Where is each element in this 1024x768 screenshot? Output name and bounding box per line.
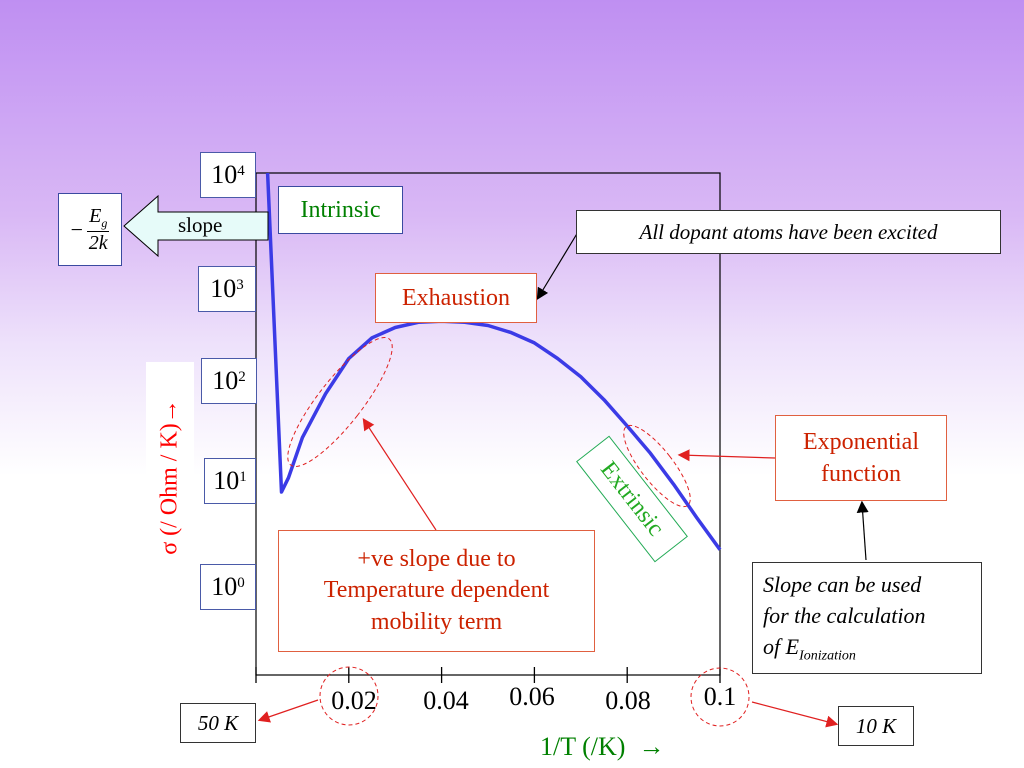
temperature-10k: 10 K xyxy=(838,706,914,746)
formula-minus: − xyxy=(70,216,84,242)
exhaustion-label: Exhaustion xyxy=(375,273,537,323)
slope-calc-subscript: Ionization xyxy=(799,648,856,664)
x-tick-label: 0.1 xyxy=(703,682,737,711)
positive-slope-arrow xyxy=(362,417,437,531)
y-tick-label: 10 3 xyxy=(198,266,256,312)
slope-calc-line-2: for the calculation xyxy=(763,603,926,628)
positive-slope-line-3: mobility term xyxy=(370,608,503,635)
all-dopant-arrow xyxy=(536,231,579,301)
plot-frame xyxy=(255,172,721,676)
exponential-arrow xyxy=(677,449,776,462)
x-tick-label: 0.04 xyxy=(423,686,469,715)
y-tick-label: 10 4 xyxy=(200,152,256,198)
formula-fraction: Eg 2k xyxy=(87,204,110,255)
y-tick-label: 10 0 xyxy=(200,564,256,610)
formula-denominator: 2k xyxy=(88,231,108,254)
exponential-ellipse xyxy=(623,424,691,508)
y-axis-label: σ (/ Ohm / K)→ xyxy=(156,399,183,555)
positive-slope-line-2: Temperature dependent xyxy=(323,577,550,604)
positive-slope-note: +ve slope due to Temperature dependent m… xyxy=(278,530,595,652)
intrinsic-label: Intrinsic xyxy=(278,186,403,234)
all-dopant-note: All dopant atoms have been excited xyxy=(576,210,1001,254)
positive-slope-ellipse xyxy=(287,337,393,467)
temp-10k-arrow xyxy=(751,701,839,728)
slope-calc-line-1: Slope can be used xyxy=(763,572,922,598)
temp-50k-arrow xyxy=(257,699,319,723)
slope-calculation-note: Slope can be used for the calculation of… xyxy=(752,562,982,674)
exponential-function-label: Exponential function xyxy=(775,415,947,501)
x-tick-label: 0.06 xyxy=(509,682,555,711)
exponential-line-1: Exponential xyxy=(803,428,919,455)
x-tick-0.1-circle xyxy=(690,667,750,727)
slope-calc-arrow xyxy=(856,500,869,561)
slope-label: slope xyxy=(178,213,223,237)
x-tick-0.02-circle xyxy=(319,666,379,726)
slope-block-arrow xyxy=(123,194,269,258)
formula-box: − Eg 2k xyxy=(58,193,122,266)
formula-numerator: E xyxy=(89,204,102,227)
formula-numerator-sub: g xyxy=(101,215,108,230)
conductivity-curve xyxy=(265,172,722,551)
positive-slope-line-1: +ve slope due to xyxy=(357,546,516,573)
temperature-50k: 50 K xyxy=(180,703,256,743)
exponential-line-2: function xyxy=(821,461,901,487)
x-tick-label: 0.02 xyxy=(331,686,377,715)
x-axis-label: 1/T (/K) → xyxy=(540,732,665,761)
y-tick-label: 10 1 xyxy=(204,458,256,504)
slope-calc-line-3: of E xyxy=(763,633,800,659)
y-axis-label-box: σ (/ Ohm / K)→ xyxy=(146,362,194,592)
x-tick-label: 0.08 xyxy=(605,686,651,715)
y-tick-label: 10 2 xyxy=(201,358,257,404)
